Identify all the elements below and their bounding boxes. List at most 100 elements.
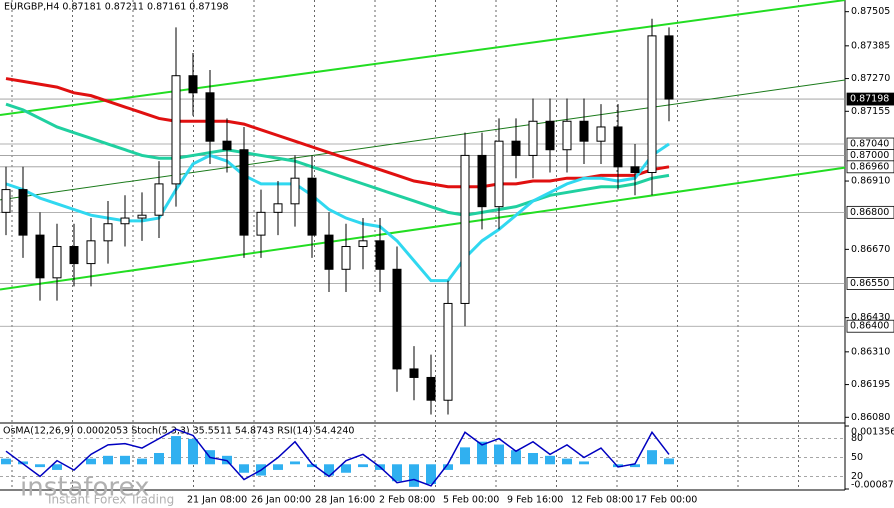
osma-bar [239, 464, 249, 473]
osma-bar [613, 464, 623, 468]
x-tick-label: 26 Jan 00:00 [251, 495, 311, 506]
candle-body [205, 92, 215, 142]
osma-bar [562, 458, 572, 465]
osma-bar [460, 447, 470, 465]
candle-body [154, 183, 164, 216]
trendline [0, 0, 846, 116]
osma-bar [137, 458, 147, 465]
candle-body [528, 120, 538, 156]
level-label: 0.87198 [850, 94, 889, 105]
osma-bar [664, 458, 674, 465]
stoch-level-label: 50 [851, 452, 863, 463]
indicator-tick-label: -0.000876 [851, 480, 894, 491]
stoch-level-label: 80 [851, 433, 863, 444]
candle-body [188, 75, 198, 94]
y-tick-label: 0.86910 [851, 176, 890, 187]
osma-bar [324, 464, 334, 476]
osma-bar [511, 450, 521, 465]
osma-bar [1, 458, 11, 465]
candle-body [341, 246, 351, 270]
osma-bar [120, 455, 130, 465]
trendline [0, 166, 846, 291]
level-box [846, 160, 894, 174]
osma-bar [409, 464, 419, 487]
osma-bar [103, 455, 113, 465]
candle-body [477, 154, 487, 208]
candle-body [239, 149, 249, 236]
indicator-title: OsMA(12,26,9) 0.0002053 Stoch(5,3,3) 35.… [3, 426, 354, 437]
osma-bar [341, 464, 351, 473]
osma-bar [426, 464, 436, 485]
osma-bar [273, 464, 283, 470]
stoch-line [5, 428, 670, 487]
candle-body [664, 35, 674, 100]
candle-body [52, 246, 62, 279]
level-box [846, 277, 894, 290]
indicator-tick-label: 0.0013568 [851, 427, 894, 438]
osma-bar [307, 464, 317, 468]
candle-body [460, 154, 470, 304]
candle-body [307, 177, 317, 236]
x-tick-label: 17 Feb 00:00 [635, 495, 697, 506]
level-label: 0.86400 [850, 321, 889, 332]
osma-bar [647, 450, 657, 465]
candle-body [35, 234, 45, 279]
osma-bar [188, 438, 198, 465]
stoch-level-label: 20 [851, 471, 863, 482]
candle-body [545, 120, 555, 151]
candle-body [392, 268, 402, 370]
candle-body [375, 240, 385, 270]
level-label: 0.86550 [850, 278, 889, 289]
osma-bar [579, 461, 589, 465]
candle-body [69, 246, 79, 265]
candle-body [511, 140, 521, 156]
y-tick-label: 0.86195 [851, 379, 890, 390]
candle-body [494, 140, 504, 208]
x-tick-label: 28 Jan 16:00 [315, 495, 375, 506]
candle-body [103, 223, 113, 242]
osma-bar [494, 444, 504, 465]
trendline [0, 79, 846, 201]
candle-body [579, 120, 589, 142]
x-tick-label: 9 Feb 16:00 [507, 495, 563, 506]
osma-bar [171, 436, 181, 465]
level-box [846, 319, 894, 333]
candle-body [86, 240, 96, 265]
candle-body [137, 214, 147, 219]
candle-body [324, 234, 334, 270]
moving-average [5, 142, 670, 283]
osma-bar [290, 461, 300, 465]
moving-average [5, 102, 670, 217]
x-tick-label: 21 Jan 08:00 [187, 495, 247, 506]
watermark-sub: Instant Forex Trading [48, 493, 174, 507]
watermark: instaforex [20, 473, 149, 503]
osma-bar [52, 464, 62, 470]
osma-bar [392, 464, 402, 482]
y-tick-label: 0.86310 [851, 346, 890, 357]
y-tick-label: 0.86670 [851, 244, 890, 255]
x-tick-label: 5 Feb 00:00 [443, 495, 499, 506]
candle-body [290, 177, 300, 205]
osma-bar [35, 464, 45, 468]
level-label: 0.87040 [850, 139, 889, 150]
candle-body [120, 217, 130, 225]
candle-body [358, 240, 368, 248]
candle-body [171, 75, 181, 185]
level-label: 0.86800 [850, 207, 889, 218]
osma-bar [477, 441, 487, 465]
osma-bar [545, 455, 555, 465]
y-tick-label: 0.87385 [851, 40, 890, 51]
candle-body [443, 302, 453, 401]
osma-bar [443, 464, 453, 470]
candle-body [426, 376, 436, 401]
candle-body [562, 120, 572, 151]
y-tick-label: 0.86430 [851, 312, 890, 323]
candle-body [613, 126, 623, 168]
osma-bar [86, 458, 96, 465]
osma-bar [154, 452, 164, 465]
x-tick-label: 2 Feb 08:00 [379, 495, 435, 506]
osma-bar [528, 452, 538, 465]
x-tick-label: 12 Feb 08:00 [571, 495, 633, 506]
candle-body [273, 203, 283, 213]
